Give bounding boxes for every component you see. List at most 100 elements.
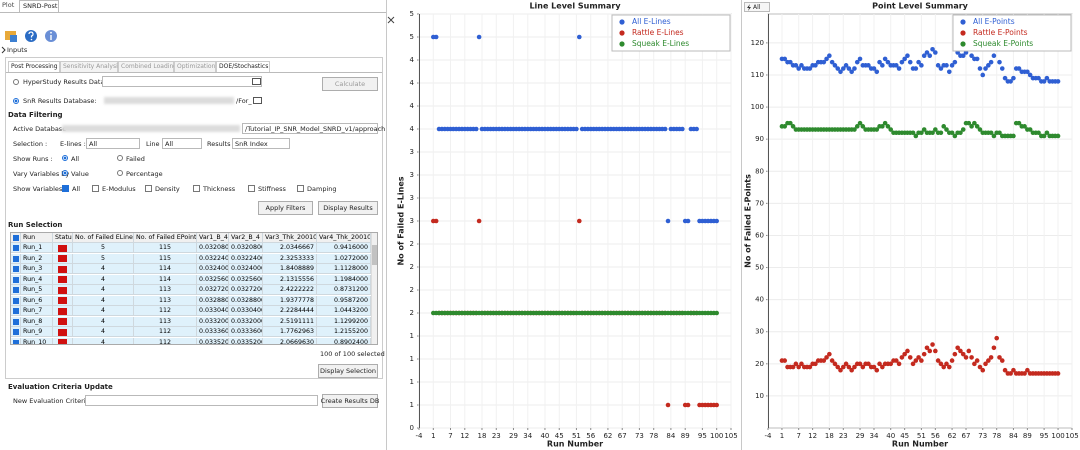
row-cell: 112: [134, 337, 197, 344]
point: [838, 367, 843, 373]
option: Value: [71, 170, 89, 178]
checkbox[interactable]: [13, 245, 19, 251]
y-tick-label: 50: [755, 264, 764, 272]
tab[interactable]: Plot: [2, 1, 15, 9]
status-indicator: [58, 318, 67, 325]
filter-toolbar[interactable]: All: [744, 2, 770, 12]
row-cell: 115: [134, 253, 197, 264]
checkbox[interactable]: [13, 255, 19, 262]
toolbar-icons[interactable]: [4, 28, 64, 44]
point: [1036, 75, 1041, 81]
radio[interactable]: [117, 170, 123, 176]
point: [896, 66, 902, 71]
y-tick-label: 2: [410, 263, 414, 271]
y-axis-label: No of Failed E-Lines: [397, 176, 406, 265]
display-results-button[interactable]: Display Results: [318, 201, 378, 215]
select-value: SnR Index: [235, 140, 268, 148]
subtab[interactable]: DOE/Stochastics: [216, 61, 270, 72]
row-cell: 4: [73, 337, 134, 344]
checkbox[interactable]: [297, 185, 304, 192]
checkbox[interactable]: [62, 185, 69, 192]
checkbox[interactable]: [13, 235, 19, 241]
point: [944, 361, 949, 367]
point: [972, 361, 977, 367]
select[interactable]: SnR Index: [232, 138, 290, 149]
label: E-lines :: [60, 140, 86, 148]
checkbox[interactable]: [92, 185, 99, 192]
x-tick-label: 12: [808, 432, 817, 440]
subtab[interactable]: Sensitivity Analysis: [60, 61, 121, 72]
point: [994, 335, 999, 341]
subtab[interactable]: Combined Loadings: [118, 61, 180, 72]
label: Show Runs :: [13, 155, 53, 163]
label: HyperStudy Results Databa: [23, 78, 113, 86]
subtab[interactable]: Post Processing: [8, 61, 60, 72]
browse-icon[interactable]: [252, 78, 261, 85]
point: [988, 355, 994, 360]
subtab-label: Post Processing: [11, 63, 58, 70]
create-results-db-button[interactable]: Create Results DB: [321, 394, 379, 408]
label: SnR Results Database:: [23, 97, 97, 105]
radio[interactable]: [13, 79, 19, 85]
point: [986, 358, 991, 363]
checkbox[interactable]: [13, 329, 19, 335]
header-cell: No. of Failed EPoints: [134, 233, 197, 243]
point: [991, 133, 997, 139]
browse-icon[interactable]: [253, 97, 262, 104]
point: [841, 66, 846, 71]
checkbox[interactable]: [145, 185, 152, 192]
radio[interactable]: [117, 155, 123, 161]
option: All: [71, 155, 80, 163]
point: [807, 66, 813, 71]
row-cell: 0.0335200: [229, 337, 263, 344]
point: [935, 63, 941, 68]
row-cell: 1.7762963: [263, 327, 317, 337]
checkbox[interactable]: [13, 339, 19, 344]
row-cell: 112: [134, 306, 197, 316]
radio[interactable]: [62, 170, 68, 176]
point: [882, 56, 888, 62]
radio[interactable]: [62, 155, 68, 161]
display-selection-button[interactable]: Display Selection: [318, 364, 378, 378]
row-cell: 1.1128000: [317, 264, 371, 274]
point: [1025, 367, 1030, 373]
row-cell: 4: [73, 264, 134, 274]
legend-marker: [960, 19, 966, 25]
checkbox[interactable]: [13, 308, 19, 314]
row-cell: 0.0330400: [197, 306, 229, 316]
subtab[interactable]: Optimization: [174, 61, 216, 72]
expand-icon[interactable]: [1, 46, 7, 54]
checkbox[interactable]: [13, 318, 19, 325]
checkbox[interactable]: [13, 297, 19, 304]
header-cell: Run: [21, 233, 53, 243]
point: [902, 351, 907, 357]
checkbox[interactable]: [13, 266, 19, 272]
criteria-input[interactable]: [85, 395, 318, 406]
checkbox[interactable]: [193, 185, 200, 192]
y-tick-label: 100: [751, 103, 764, 111]
y-tick-label: 60: [755, 231, 764, 239]
checkbox[interactable]: [248, 185, 255, 192]
select[interactable]: All: [86, 138, 140, 149]
radio[interactable]: [13, 98, 19, 104]
path-input[interactable]: [102, 76, 262, 87]
row-cell: Run_8: [21, 316, 53, 327]
select[interactable]: All: [162, 138, 202, 149]
legend-label: All E-Points: [973, 17, 1015, 26]
close-icon[interactable]: [386, 15, 396, 25]
checkbox[interactable]: [13, 287, 19, 293]
point: [944, 127, 949, 132]
y-tick-label: 3: [410, 171, 414, 179]
point: [782, 56, 788, 62]
point: [958, 130, 963, 136]
active-tab[interactable]: SNRD-Post: [19, 0, 59, 13]
subtab-label: Sensitivity Analysis: [63, 63, 121, 70]
calculate-button[interactable]: Calculate: [322, 77, 378, 91]
point: [476, 218, 482, 224]
checkbox[interactable]: [13, 276, 19, 283]
point: [977, 364, 983, 370]
point: [913, 358, 919, 363]
database-select[interactable]: /Tutorial_IP_SNR_Model_SNRD_v1/approach: [242, 123, 385, 134]
point: [944, 63, 949, 68]
apply-filters-button[interactable]: Apply Filters: [258, 201, 313, 215]
